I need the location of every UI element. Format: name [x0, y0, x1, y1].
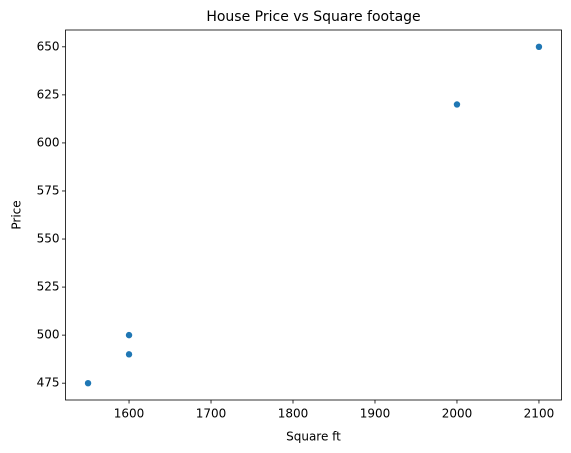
x-tick-label: 2100 [524, 407, 555, 421]
point [535, 43, 543, 51]
y-tick-label: 550 [37, 232, 60, 246]
y-tick-label: 650 [37, 39, 60, 53]
x-tick-label: 1900 [360, 407, 391, 421]
x-tick-label: 1600 [114, 407, 145, 421]
x-tick-label: 1800 [278, 407, 309, 421]
y-axis-label: Price [10, 200, 24, 229]
x-axis-label: Square ft [286, 430, 341, 444]
y-tick-label: 625 [37, 87, 60, 101]
y-tick-label: 475 [37, 376, 60, 390]
point [453, 101, 461, 108]
y-tick-label: 600 [37, 135, 60, 149]
plot-frame [65, 29, 562, 401]
y-tick-label: 525 [37, 280, 60, 294]
point [125, 351, 133, 358]
point [125, 331, 133, 339]
y-tick-label: 575 [37, 183, 60, 197]
chart-title: House Price vs Square footage [206, 9, 420, 25]
y-tick-label: 500 [37, 328, 60, 342]
x-tick-label: 2000 [442, 407, 473, 421]
x-tick-label: 1700 [196, 407, 227, 421]
point [84, 379, 92, 387]
